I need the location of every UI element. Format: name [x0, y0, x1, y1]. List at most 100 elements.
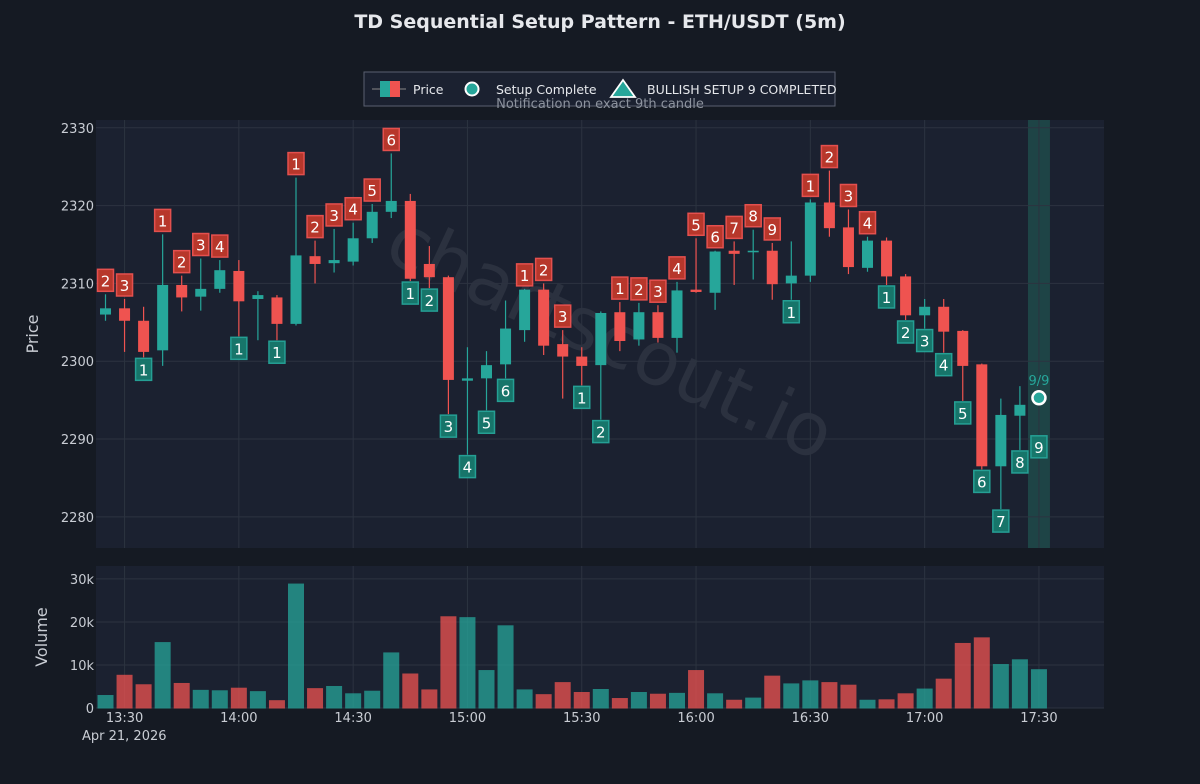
- buy-setup-count-box: [573, 385, 591, 410]
- volume-bar: [764, 675, 781, 709]
- sell-setup-count-box: [630, 277, 648, 301]
- candle-body: [195, 288, 207, 297]
- buy-setup-count-box: [134, 357, 153, 382]
- volume-bar: [364, 690, 381, 709]
- sell-setup-count-box: [801, 173, 820, 198]
- volume-bar: [497, 625, 514, 709]
- price-tick-label: 2280: [61, 511, 94, 526]
- setup-count-label: 1: [234, 340, 244, 358]
- setup-count-label: 1: [577, 389, 587, 407]
- legend-setup-complete-icon: [464, 81, 480, 97]
- volume-bar: [992, 664, 1009, 709]
- setup-count-label: 8: [1015, 454, 1025, 472]
- setup-count-label: 1: [615, 280, 625, 298]
- legend: Price Setup Complete BULLISH SETUP 9 COMPL…: [363, 71, 837, 112]
- sell-setup-count-box: [325, 203, 343, 227]
- setup-count-label: 7: [996, 513, 1006, 531]
- setup-count-label: 2: [825, 149, 835, 167]
- candle-body: [862, 240, 873, 268]
- setup-count-label: 2: [596, 424, 606, 442]
- price-tick-label: 2300: [61, 355, 94, 370]
- candle-body: [633, 312, 645, 340]
- sell-setup-count-box: [153, 208, 172, 233]
- sell-setup-count-box: [382, 127, 400, 152]
- price-tick-label: 2320: [61, 200, 94, 215]
- volume-bar: [1030, 669, 1047, 709]
- volume-panel-background: [96, 566, 1104, 708]
- candle-body: [881, 240, 893, 277]
- setup-count-label: 7: [729, 219, 739, 237]
- x-tick-label: 13:30: [106, 711, 143, 726]
- buy-setup-count-box: [592, 419, 610, 444]
- candle-body: [957, 330, 969, 366]
- setup-count-label: 1: [806, 177, 816, 195]
- volume-bar: [726, 699, 743, 709]
- volume-bar: [897, 693, 914, 709]
- candle-body: [900, 276, 912, 316]
- candle-body: [557, 344, 569, 357]
- buy-setup-count-box: [496, 378, 515, 403]
- sell-setup-count-box: [858, 210, 877, 235]
- volume-bar: [649, 693, 666, 709]
- setup-count-label: 2: [634, 281, 644, 299]
- setup-complete-label: 9/9: [1028, 374, 1049, 389]
- setup-count-label: 4: [463, 459, 473, 477]
- volume-bar: [249, 691, 266, 709]
- candle-body: [328, 260, 340, 264]
- x-tick-label: 16:30: [792, 711, 829, 726]
- setup-count-label: 6: [386, 131, 396, 149]
- sell-setup-count-box: [820, 144, 839, 169]
- candle-body: [766, 250, 778, 285]
- volume-bar: [116, 674, 133, 709]
- setup-count-label: 1: [787, 304, 797, 322]
- sell-setup-count-box: [172, 249, 191, 274]
- volume-bar: [478, 670, 495, 709]
- volume-bar: [268, 700, 285, 709]
- candle-body: [709, 251, 721, 293]
- sell-setup-count-box: [534, 257, 553, 282]
- x-tick-label: 14:00: [220, 711, 257, 726]
- candle-body: [138, 320, 150, 352]
- legend-bullish-triangle-icon: [609, 78, 637, 98]
- sell-setup-count-box: [515, 263, 534, 287]
- sell-setup-count-box: [96, 268, 115, 293]
- volume-bar: [859, 699, 876, 709]
- legend-box: [363, 71, 836, 107]
- volume-bar: [630, 692, 647, 709]
- setup-count-label: 3: [653, 283, 663, 301]
- candle-body: [233, 270, 245, 302]
- volume-bar: [326, 685, 343, 709]
- volume-tick-label: 30k: [70, 573, 95, 588]
- setup-count-label: 3: [329, 207, 339, 225]
- sell-setup-count-box: [763, 217, 781, 241]
- setup-count-label: 3: [444, 418, 454, 436]
- setup-count-label: 1: [139, 361, 149, 379]
- candle-body: [423, 263, 435, 278]
- volume-bar: [935, 678, 952, 709]
- buy-setup-count-box: [401, 281, 420, 305]
- candle-body: [461, 378, 473, 381]
- volume-bar: [954, 642, 971, 709]
- volume-bar: [554, 682, 571, 709]
- x-tick-label: 16:00: [677, 711, 714, 726]
- volume-tick-label: 10k: [70, 659, 95, 674]
- candle-body: [290, 255, 302, 324]
- candle-body: [347, 238, 359, 262]
- setup-count-label: 4: [863, 215, 873, 233]
- setup-count-label: 2: [101, 272, 111, 290]
- setup-count-label: 2: [539, 261, 549, 279]
- candle-body: [157, 284, 169, 351]
- setup-count-label: 1: [291, 156, 301, 174]
- setup-count-label: 3: [920, 333, 930, 351]
- setup-count-label: 4: [348, 201, 358, 219]
- sell-setup-count-box: [744, 203, 762, 228]
- volume-bar: [459, 617, 476, 709]
- setup-count-label: 5: [691, 216, 701, 234]
- date-label: Apr 21, 2026: [82, 729, 167, 744]
- volume-bar: [821, 682, 838, 709]
- sell-setup-count-box: [363, 178, 381, 202]
- buy-setup-count-box: [992, 509, 1010, 533]
- x-tick-label: 15:30: [563, 711, 600, 726]
- volume-tick-label: 20k: [70, 616, 95, 631]
